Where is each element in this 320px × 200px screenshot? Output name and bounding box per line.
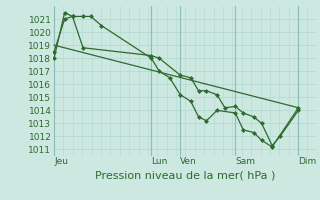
X-axis label: Pression niveau de la mer( hPa ): Pression niveau de la mer( hPa ) [95,171,275,181]
